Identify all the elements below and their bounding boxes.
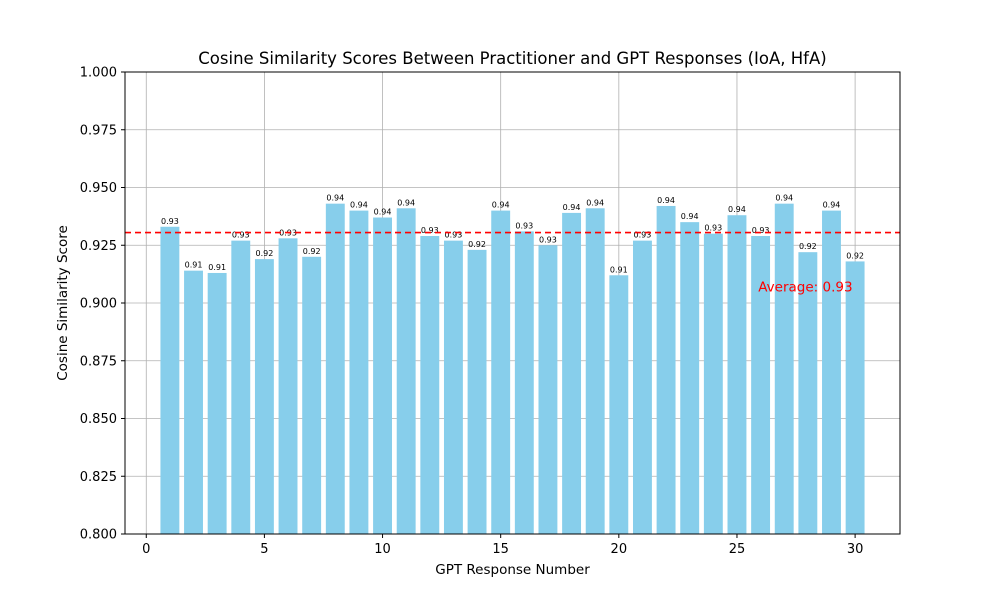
x-tick-label: 10: [374, 542, 391, 557]
x-tick-label: 5: [260, 542, 268, 557]
bar-value-label: 0.94: [586, 198, 604, 207]
bar-value-label: 0.93: [539, 235, 557, 244]
bar-value-label: 0.94: [728, 205, 746, 214]
bar-value-label: 0.91: [610, 265, 628, 274]
bar-value-label: 0.93: [232, 231, 250, 240]
bar-value-label: 0.93: [515, 221, 533, 230]
bar: [443, 240, 463, 534]
bar-value-label: 0.93: [445, 231, 463, 240]
bar: [207, 272, 227, 534]
y-tick-label: 0.975: [80, 123, 117, 138]
bar-value-label: 0.94: [326, 194, 344, 203]
bar: [231, 240, 251, 534]
bar: [562, 212, 582, 534]
x-tick-label: 30: [847, 542, 864, 557]
bar-value-label: 0.93: [161, 217, 179, 226]
x-axis-label: GPT Response Number: [435, 562, 590, 578]
bar-value-label: 0.92: [799, 242, 817, 251]
x-tick-label: 15: [492, 542, 509, 557]
bar-value-label: 0.93: [752, 226, 770, 235]
bar: [845, 261, 865, 534]
bar: [349, 210, 369, 534]
bar-value-label: 0.94: [397, 198, 415, 207]
bar: [727, 215, 747, 534]
bar-value-label: 0.94: [823, 201, 841, 210]
chart-title: Cosine Similarity Scores Between Practit…: [198, 49, 826, 68]
bar-value-label: 0.94: [492, 201, 510, 210]
bar: [822, 210, 841, 534]
y-tick-label: 0.875: [80, 354, 117, 369]
x-tick-label: 0: [142, 542, 150, 557]
x-tick-label: 20: [611, 542, 628, 557]
bar: [373, 217, 392, 534]
bar: [585, 208, 605, 535]
y-tick-label: 0.925: [80, 239, 117, 254]
bar-value-label: 0.94: [775, 194, 793, 203]
y-axis-label: Cosine Similarity Score: [55, 225, 71, 381]
bar: [514, 231, 534, 534]
bar-value-label: 0.92: [255, 249, 273, 258]
y-tick-label: 0.800: [80, 528, 117, 543]
bar: [609, 275, 629, 534]
bar: [491, 210, 511, 534]
bar: [656, 205, 676, 535]
bar-value-label: 0.92: [846, 251, 864, 260]
bar-value-label: 0.91: [208, 263, 226, 272]
bar: [680, 222, 700, 534]
y-tick-label: 0.950: [80, 181, 117, 196]
bar: [302, 256, 322, 534]
y-axis-ticks: 0.800 0.825 0.850 0.875 0.900 0.925 0.950 0.975…: [80, 66, 125, 543]
bar: [278, 238, 298, 534]
bar-value-labels: 0.93 0.91 0.91 0.93 0.92 0.93 0.92 0.94 0.94 0.94…: [161, 194, 864, 275]
y-tick-label: 0.825: [80, 470, 117, 485]
y-tick-label: 0.900: [80, 297, 117, 312]
bar-value-label: 0.94: [350, 201, 368, 210]
bar-value-label: 0.93: [634, 231, 652, 240]
bar: [703, 233, 723, 534]
bar: [774, 203, 794, 535]
y-tick-label: 0.850: [80, 412, 117, 427]
bar: [751, 236, 771, 534]
bar: [538, 245, 558, 534]
bar: [467, 249, 487, 534]
average-line-group: Average: 0.93: [125, 231, 900, 295]
x-axis-ticks: 0 5 10 15 20 25 30: [142, 534, 863, 557]
y-tick-label: 1.000: [80, 66, 117, 81]
bar-value-label: 0.92: [468, 240, 486, 249]
bar-value-label: 0.92: [303, 247, 321, 256]
bar-value-label: 0.91: [185, 261, 203, 270]
bar: [184, 270, 203, 534]
bar: [325, 203, 345, 535]
bar-value-label: 0.94: [657, 196, 675, 205]
bar-value-label: 0.94: [374, 208, 392, 217]
bar: [798, 252, 818, 534]
bar: [396, 208, 416, 535]
bars: [160, 203, 865, 535]
bar-value-label: 0.94: [563, 203, 581, 212]
bar: [633, 240, 652, 534]
bar: [160, 226, 180, 534]
x-tick-label: 25: [729, 542, 746, 557]
bar: [254, 259, 274, 534]
average-label: Average: 0.93: [758, 279, 852, 295]
bar-value-label: 0.94: [681, 212, 699, 221]
bar: [420, 236, 440, 534]
bar-value-label: 0.93: [704, 224, 722, 233]
bar-value-label: 0.93: [421, 226, 439, 235]
